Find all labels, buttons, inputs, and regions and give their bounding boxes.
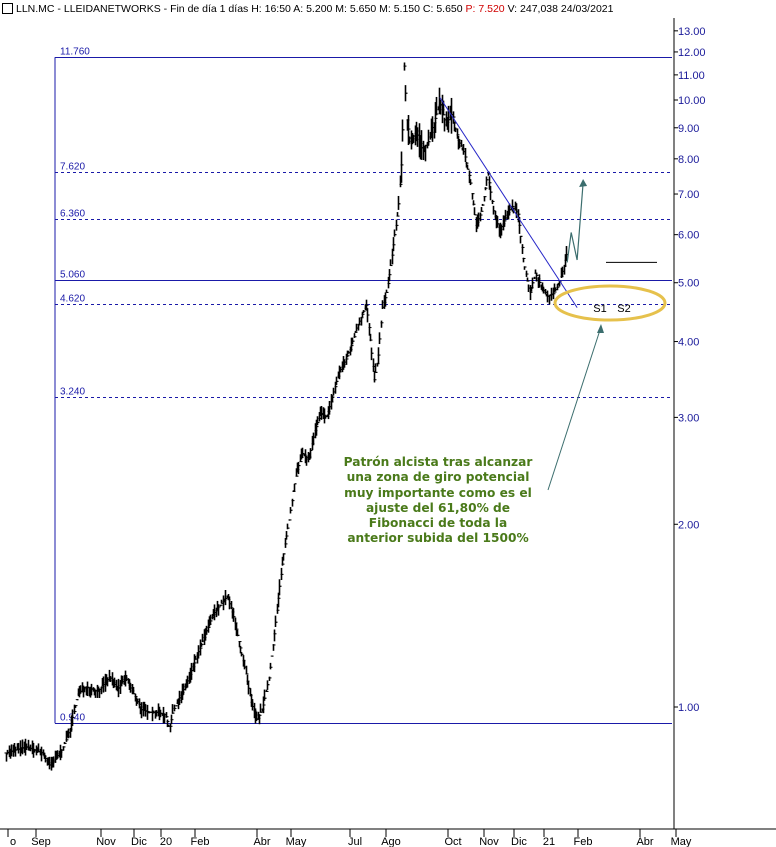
x-tick-label: May xyxy=(671,836,692,847)
header-m-value: 5.650 xyxy=(349,3,377,15)
header-v-label: V: xyxy=(507,3,518,15)
header-a-value: 5.200 xyxy=(306,3,333,15)
annotation-line: Fibonacci de toda la xyxy=(368,516,508,531)
x-tick-label: 20 xyxy=(160,836,172,847)
header-a-label: A: xyxy=(293,3,304,15)
header-checkbox-icon[interactable] xyxy=(2,2,13,14)
annotations-overlay: S1 S2 xyxy=(547,178,667,491)
header-c-label: C: xyxy=(422,3,434,15)
annotation-arrow-head xyxy=(597,324,604,333)
header-h-label: H: xyxy=(251,3,262,15)
x-tick-label: Feb xyxy=(574,836,593,847)
header-date: 24/03/2021 xyxy=(560,3,614,15)
y-tick-label: 4.00 xyxy=(678,337,699,349)
x-tick-label: Sep xyxy=(31,836,51,847)
price-series xyxy=(4,62,569,771)
y-tick-label: 8.00 xyxy=(678,154,699,166)
y-tick-label: 11.00 xyxy=(678,70,705,82)
y-tick-label: 9.00 xyxy=(678,123,699,135)
fib-level-label: 6.360 xyxy=(60,209,85,220)
header-mi-value: 5.150 xyxy=(393,3,420,15)
y-tick-label: 1.00 xyxy=(678,702,699,714)
x-tick-label: Abr xyxy=(253,836,270,847)
bottom-highlight-ellipse xyxy=(553,284,667,322)
fib-level-label: 7.620 xyxy=(60,162,85,173)
downtrend-line xyxy=(439,97,578,308)
annotation-line: anterior subida del 1500% xyxy=(347,531,529,546)
x-tick-label: Nov xyxy=(479,836,499,847)
chart-header: LLN.MC - LLEIDANETWORKS - Fin de día 1 d… xyxy=(0,0,776,18)
annotation-line: muy importante como es el xyxy=(344,485,532,500)
x-tick-label: 21 xyxy=(543,836,555,847)
bottom-label: S1 xyxy=(593,303,606,315)
y-tick-label: 7.00 xyxy=(678,189,699,201)
header-c-value: 5.650 xyxy=(436,3,463,15)
y-tick-label: 3.00 xyxy=(678,412,699,424)
y-tick-label: 12.00 xyxy=(678,47,706,59)
x-tick-label: Abr xyxy=(636,836,653,847)
header-mi-label: M: xyxy=(379,3,391,15)
y-tick-label: 2.00 xyxy=(678,519,699,531)
y-tick-label: 13.00 xyxy=(678,26,706,38)
x-tick-label: May xyxy=(286,836,307,847)
y-axis: 1.00 2.00 3.00 4.00 5.00 6.00 7.00 8.00 9.00 10.0… xyxy=(673,18,706,829)
x-tick-label: o xyxy=(10,836,16,847)
header-symbol: LLN.MC xyxy=(16,3,55,15)
x-tick-label: Nov xyxy=(96,836,116,847)
x-axis: o Sep Nov Dic 20 Feb Abr May Jul Ago Oct Nov Dic 21 Fe… xyxy=(0,828,776,847)
x-tick-label: Ago xyxy=(381,836,401,847)
fib-level-label: 5.060 xyxy=(60,270,85,281)
x-tick-label: Oct xyxy=(444,836,461,847)
projection-path xyxy=(566,182,584,263)
annotation-arrow xyxy=(547,329,601,491)
fib-level-label: 4.620 xyxy=(60,294,85,305)
fib-level-label: 3.240 xyxy=(60,387,85,398)
y-tick-label: 10.00 xyxy=(678,95,706,107)
x-tick-label: Feb xyxy=(191,836,210,847)
header-p-label: P: xyxy=(465,3,476,15)
y-tick-label: 6.00 xyxy=(678,230,699,242)
annotation-line: Patrón alcista tras alcanzar xyxy=(343,455,533,469)
y-tick-label: 5.00 xyxy=(678,278,699,290)
header-p-value: 7.520 xyxy=(478,3,505,15)
trendlines xyxy=(439,97,657,308)
annotation-line: ajuste del 61,80% de xyxy=(365,500,511,515)
header-m-label: M: xyxy=(335,3,347,15)
bottom-label: S2 xyxy=(617,303,630,315)
annotation-line: una zona de giro potencial xyxy=(346,470,530,485)
annotation-text: Patrón alcista tras alcanzar una zona de… xyxy=(340,455,536,547)
x-tick-label: Dic xyxy=(511,836,527,847)
header-name: LLEIDANETWORKS xyxy=(63,3,161,15)
x-tick-label: Dic xyxy=(131,836,147,847)
header-timeframe: Fin de día 1 días xyxy=(170,3,249,15)
x-tick-label: Jul xyxy=(348,836,362,847)
header-v-value: 247,038 xyxy=(520,3,558,15)
fib-level-label: 11.760 xyxy=(60,47,90,58)
header-h-value: 16:50 xyxy=(264,3,291,15)
projection-arrow-head xyxy=(579,178,588,187)
